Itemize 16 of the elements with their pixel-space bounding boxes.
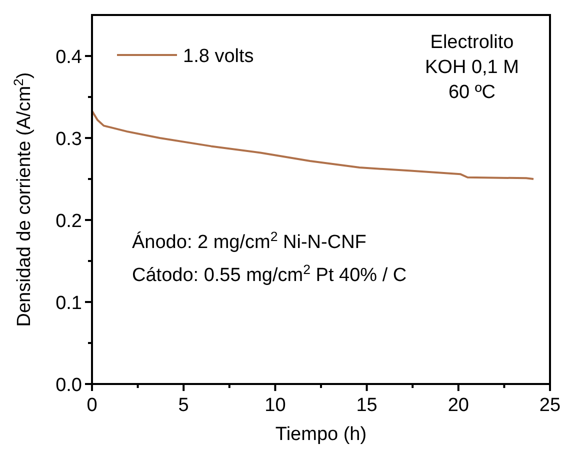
y-tick-label: 0.3 — [56, 129, 82, 150]
x-tick-label: 20 — [448, 395, 469, 416]
x-axis-title: Tiempo (h) — [275, 424, 367, 445]
x-tick-label: 10 — [264, 395, 286, 416]
line-series — [91, 110, 535, 180]
x-tick-label: 0 — [86, 395, 98, 416]
y-tick-label: 0.4 — [56, 47, 82, 68]
x-tick-label: 5 — [178, 395, 189, 416]
x-tick-label: 15 — [356, 395, 378, 416]
y-tick-label: 0.0 — [56, 375, 82, 396]
y-tick-label: 0.2 — [56, 211, 82, 232]
x-tick-label: 25 — [539, 395, 561, 416]
annotation: Electrolito KOH 0,1 M 60 ºC — [425, 32, 519, 103]
y-tick-label: 0.1 — [56, 293, 82, 314]
annotation: Ánodo: 2 mg/cm$^{2}$ Ni-N-CNF Cátodo: 0.55 mg/cm$^{2}$ Pt 40% / C — [132, 228, 407, 286]
legend-label: 1.8 volts — [183, 46, 254, 67]
